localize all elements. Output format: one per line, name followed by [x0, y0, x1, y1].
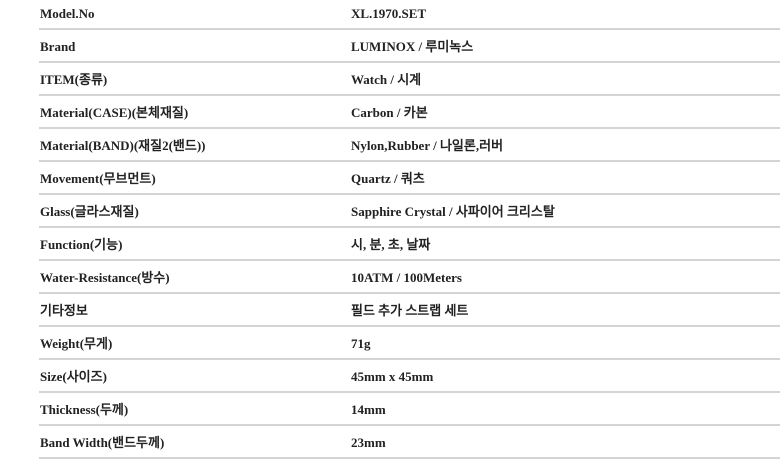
spec-value: 필드 추가 스트랩 세트 [351, 303, 469, 318]
spec-value: Carbon / 카본 [351, 105, 428, 120]
spec-label: Function(기능) [40, 237, 123, 252]
spec-label: Weight(무게) [40, 336, 113, 351]
spec-value: 14mm [351, 402, 386, 417]
spec-label: Water-Resistance(방수) [40, 270, 170, 285]
spec-value: Sapphire Crystal / 사파이어 크리스탈 [351, 204, 555, 219]
spec-label: Thickness(두께) [40, 402, 129, 417]
spec-row: Size(사이즈) 45mm x 45mm [39, 360, 780, 393]
spec-label: Size(사이즈) [40, 369, 107, 384]
spec-row: Brand LUMINOX / 루미녹스 [39, 30, 780, 63]
spec-value: 45mm x 45mm [351, 369, 434, 384]
spec-label: Model.No [40, 6, 95, 21]
spec-row: 기타정보 필드 추가 스트랩 세트 [39, 294, 780, 327]
spec-label: Material(CASE)(본체재질) [40, 105, 189, 120]
spec-label: Brand [40, 39, 76, 54]
spec-label: ITEM(종류) [40, 72, 108, 87]
spec-row: ITEM(종류) Watch / 시계 [39, 63, 780, 96]
spec-value: XL.1970.SET [351, 6, 427, 21]
spec-row: Thickness(두께) 14mm [39, 393, 780, 426]
spec-label: Glass(글라스재질) [40, 204, 139, 219]
spec-row: Water-Resistance(방수) 10ATM / 100Meters [39, 261, 780, 294]
spec-value: 23mm [351, 435, 386, 450]
spec-row: Glass(글라스재질) Sapphire Crystal / 사파이어 크리스탈 [39, 195, 780, 228]
spec-row: Material(BAND)(재질2(밴드)) Nylon,Rubber / 나일… [39, 129, 780, 162]
spec-row: Weight(무게) 71g [39, 327, 780, 360]
spec-value: Quartz / 쿼츠 [351, 171, 425, 186]
spec-table: Model.No XL.1970.SET Brand LUMINOX / 루미녹스 IT… [39, 0, 780, 459]
spec-value: 10ATM / 100Meters [351, 270, 462, 285]
spec-label: Material(BAND)(재질2(밴드)) [40, 138, 206, 153]
spec-label: Movement(무브먼트) [40, 171, 156, 186]
spec-label: 기타정보 [40, 303, 88, 318]
spec-row: Material(CASE)(본체재질) Carbon / 카본 [39, 96, 780, 129]
spec-value: Watch / 시계 [351, 72, 422, 87]
spec-row: Function(기능) 시, 분, 초, 날짜 [39, 228, 780, 261]
spec-row: Model.No XL.1970.SET [39, 0, 780, 30]
spec-label: Band Width(밴드두께) [40, 435, 165, 450]
spec-value: Nylon,Rubber / 나일론,러버 [351, 138, 504, 153]
spec-value: LUMINOX / 루미녹스 [351, 39, 474, 54]
spec-value: 71g [351, 336, 371, 351]
spec-row: Band Width(밴드두께) 23mm [39, 426, 780, 459]
spec-row: Movement(무브먼트) Quartz / 쿼츠 [39, 162, 780, 195]
spec-value: 시, 분, 초, 날짜 [351, 237, 431, 252]
